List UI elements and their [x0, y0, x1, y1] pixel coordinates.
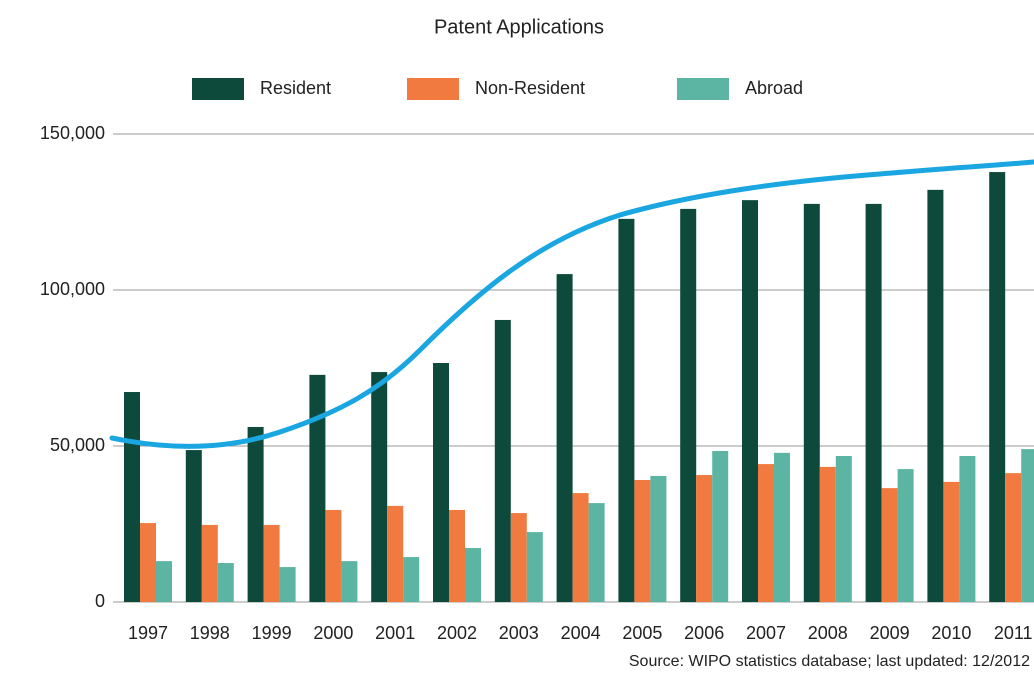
bar	[758, 464, 774, 602]
bar	[526, 532, 543, 602]
x-tick-label: 2007	[746, 623, 786, 643]
bar	[403, 557, 420, 602]
x-tick-label: 2006	[684, 623, 724, 643]
x-tick-label: 1999	[252, 623, 292, 643]
bar	[943, 481, 960, 602]
bar	[989, 172, 1006, 602]
bar	[247, 426, 264, 602]
bar	[897, 469, 914, 602]
bar	[835, 455, 852, 602]
x-tick-label: 2010	[931, 623, 971, 643]
bar	[510, 513, 527, 602]
bar	[1005, 473, 1022, 602]
legend-label: Resident	[260, 78, 331, 98]
bar	[449, 509, 465, 602]
bar	[865, 203, 882, 602]
bar	[185, 450, 202, 602]
bar	[387, 505, 404, 602]
legend-swatch	[192, 78, 244, 100]
chart-title: Patent Applications	[434, 16, 604, 38]
x-tick-label: 2000	[313, 623, 353, 643]
bar	[371, 372, 388, 602]
x-tick-label: 2003	[499, 623, 539, 643]
bar	[217, 563, 234, 602]
bar	[927, 189, 944, 602]
x-tick-label: 1997	[128, 623, 168, 643]
source-note: Source: WIPO statistics database; last u…	[629, 653, 1030, 670]
bar	[279, 567, 296, 602]
y-tick-label: 50,000	[50, 435, 105, 455]
bar	[881, 488, 898, 602]
legend-label: Abroad	[745, 78, 803, 98]
x-tick-label: 2009	[870, 623, 910, 643]
bar	[140, 523, 156, 602]
x-tick-label: 2004	[561, 623, 601, 643]
bar	[634, 480, 651, 602]
bar	[433, 363, 449, 602]
bar	[742, 200, 758, 603]
x-tick-label: 1998	[190, 623, 230, 643]
bar	[494, 319, 511, 602]
bar	[819, 466, 836, 602]
bar	[618, 218, 635, 602]
x-tick-label: 2008	[808, 623, 848, 643]
bar	[650, 475, 667, 602]
bar	[712, 450, 729, 602]
bar	[803, 203, 820, 602]
bar	[465, 548, 481, 602]
bar	[959, 455, 976, 602]
y-tick-label: 150,000	[40, 123, 105, 143]
bar	[696, 475, 713, 602]
bar	[341, 561, 358, 602]
bar	[156, 561, 172, 602]
plot-area: 0 50,000 100,000 150,000 Resident Non-Residen…	[40, 78, 1034, 643]
bar	[325, 509, 342, 602]
bar	[572, 493, 589, 602]
y-tick-label: 0	[95, 591, 105, 611]
bar	[309, 374, 326, 602]
bar	[201, 524, 218, 602]
x-tick-label: 2011	[994, 623, 1033, 643]
bar	[124, 392, 140, 602]
bar	[680, 208, 697, 602]
legend-swatch	[677, 78, 729, 100]
legend-swatch	[407, 78, 459, 100]
bar	[556, 274, 573, 602]
x-tick-label: 2005	[622, 623, 662, 643]
trend-curve	[109, 159, 1034, 449]
bar	[1021, 449, 1034, 602]
y-tick-label: 100,000	[40, 279, 105, 299]
bar	[588, 503, 605, 602]
x-tick-label: 2002	[437, 623, 477, 643]
bar	[263, 524, 280, 602]
x-tick-label: 2001	[375, 623, 415, 643]
legend-label: Non-Resident	[475, 78, 585, 98]
bar	[774, 452, 790, 602]
